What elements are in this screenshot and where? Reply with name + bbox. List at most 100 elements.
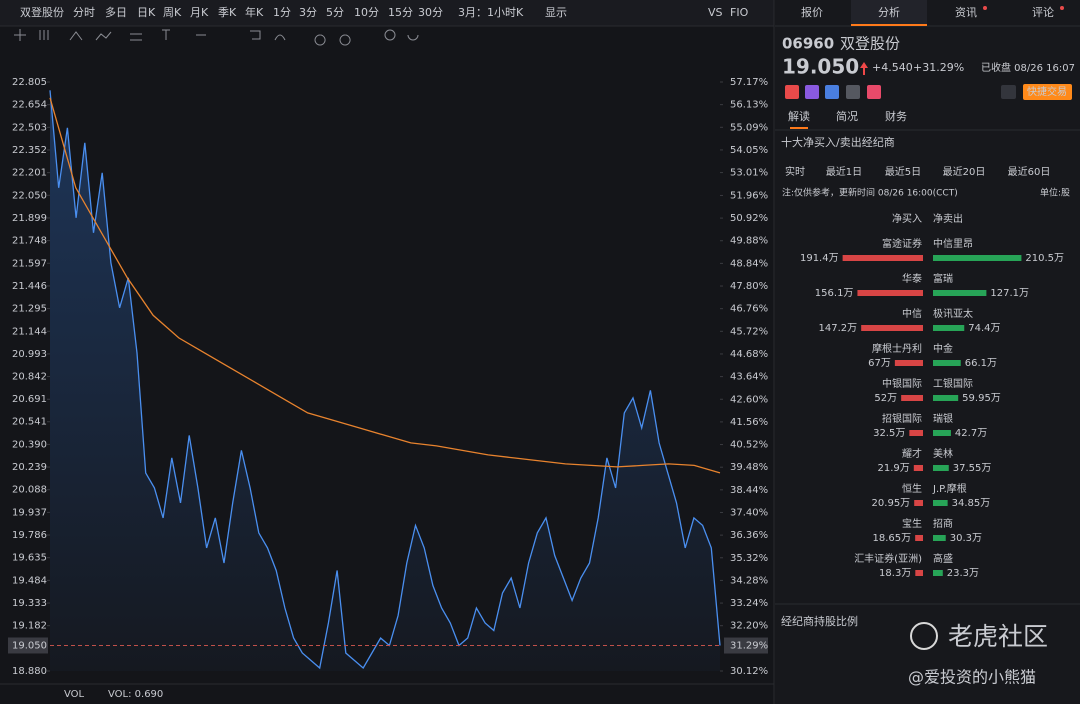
fio-button[interactable]: FIO — [730, 6, 749, 19]
drawing-tools[interactable] — [14, 29, 419, 46]
period-filter[interactable]: 最近20日 — [943, 165, 986, 178]
period-tab[interactable]: 日K — [137, 6, 156, 19]
icon[interactable] — [867, 85, 881, 99]
buyer-name[interactable]: 招银国际 — [882, 412, 922, 425]
y2-tick-label: 37.40% — [730, 507, 768, 518]
y2-tick-label: 42.60% — [730, 394, 768, 405]
period-tab[interactable]: 多日 — [105, 5, 127, 19]
stock-name[interactable]: 双登股份 — [20, 5, 64, 19]
y-tick-label: 19.635 — [12, 553, 47, 564]
icon[interactable] — [846, 85, 860, 99]
volume-label[interactable]: VOL — [64, 689, 85, 700]
period-tab[interactable]: 10分 — [354, 6, 379, 19]
period-filter[interactable]: 最近60日 — [1008, 165, 1051, 178]
buy-value: 52万 — [874, 393, 897, 404]
vs-button[interactable]: VS — [708, 6, 723, 19]
icon[interactable] — [825, 85, 839, 99]
display-menu[interactable]: 显示 — [545, 6, 567, 19]
period-tab[interactable]: 5分 — [326, 6, 344, 19]
subtab[interactable]: 简况 — [836, 109, 858, 123]
period-tab[interactable]: 季K — [218, 6, 237, 19]
y-tick-label: 22.503 — [12, 122, 47, 133]
buyer-name[interactable]: 中银国际 — [882, 377, 922, 390]
period-tab[interactable]: 年K — [245, 5, 264, 19]
price-tag — [8, 637, 48, 654]
buyer-name[interactable]: 宝生 — [902, 517, 922, 530]
side-panel — [775, 0, 1080, 704]
y2-tick-label: 48.84% — [730, 258, 768, 269]
buyer-name[interactable]: 恒生 — [902, 482, 922, 495]
buy-value: 21.9万 — [878, 463, 910, 474]
period-tab[interactable]: 15分 — [388, 6, 413, 19]
buy-value: 156.1万 — [815, 288, 854, 299]
watermark-author: @爱投资的小熊猫 — [908, 668, 1036, 687]
y-tick-label: 20.691 — [12, 394, 47, 405]
up-arrow — [860, 62, 868, 75]
y2-tick-label: 36.36% — [730, 530, 768, 541]
seller-name[interactable]: 中信里昂 — [933, 237, 973, 250]
seller-name[interactable]: 工银国际 — [933, 377, 973, 390]
y2-tick-label: 53.01% — [730, 168, 768, 179]
seller-name[interactable]: 招商 — [933, 517, 953, 530]
y-tick-label: 19.333 — [12, 598, 47, 609]
buy-value: 191.4万 — [800, 253, 839, 264]
seller-name[interactable]: 高盛 — [933, 552, 953, 565]
icon[interactable] — [805, 85, 819, 99]
sell-bar — [933, 570, 943, 576]
sell-value: 59.95万 — [962, 393, 1001, 404]
holding-title[interactable]: 经纪商持股比例 — [781, 614, 858, 628]
trade-button[interactable] — [1023, 84, 1072, 100]
period-tab[interactable]: 30分 — [418, 6, 443, 19]
change-pct: +31.29% — [913, 61, 964, 74]
subtab[interactable]: 财务 — [885, 109, 907, 123]
buyer-name[interactable]: 华泰 — [902, 272, 922, 285]
seller-name[interactable]: 极讯亚太 — [933, 307, 973, 320]
tab[interactable]: 评论 — [1032, 5, 1054, 19]
buy-bar — [915, 570, 923, 576]
y2-tick-label: 46.76% — [730, 304, 768, 315]
period-tab[interactable]: 1分 — [273, 6, 291, 19]
sell-bar — [933, 255, 1022, 261]
seller-name[interactable]: 美林 — [933, 447, 953, 460]
seller-name[interactable]: 瑞银 — [933, 412, 953, 425]
tab[interactable]: 资讯 — [955, 6, 977, 19]
subtab[interactable]: 解读 — [788, 109, 810, 123]
icon[interactable] — [785, 85, 799, 99]
buy-value: 147.2万 — [819, 323, 858, 334]
y2-tick-label: 51.96% — [730, 190, 768, 201]
price: 19.050 — [782, 55, 859, 79]
sell-value: 42.7万 — [955, 428, 987, 439]
buy-value: 20.95万 — [872, 498, 911, 509]
price-line — [49, 90, 721, 670]
buy-bar — [915, 535, 923, 541]
y2-tick-label: 50.92% — [730, 213, 768, 224]
buyer-name[interactable]: 耀才 — [902, 447, 922, 460]
sell-bar — [933, 360, 961, 366]
buyer-name[interactable]: 摩根士丹利 — [872, 342, 922, 355]
tab[interactable]: 分析 — [878, 5, 900, 19]
period-filter[interactable]: 最近1日 — [826, 165, 862, 178]
y-tick-label: 20.541 — [12, 417, 47, 428]
period-filter[interactable]: 最近5日 — [885, 165, 921, 178]
period-tab[interactable]: 月K — [190, 6, 209, 19]
y2-tick-label: 54.05% — [730, 145, 768, 156]
tab[interactable]: 报价 — [801, 5, 823, 19]
period-tab[interactable]: 3分 — [299, 6, 317, 19]
unit: 单位:股 — [1040, 187, 1070, 199]
y2-tick-label: 44.68% — [730, 349, 768, 360]
range-selector[interactable]: 3月：1小时K — [458, 6, 524, 19]
buy-value: 18.65万 — [873, 533, 912, 544]
seller-name[interactable]: 富瑞 — [933, 272, 953, 285]
seller-name[interactable]: 中金 — [933, 342, 953, 355]
alert-button[interactable] — [1001, 85, 1016, 99]
header: 净卖出 — [933, 212, 963, 225]
seller-name[interactable]: J.P.摩根 — [932, 482, 967, 495]
period-filter[interactable]: 实时 — [785, 165, 805, 178]
buyer-name[interactable]: 中信 — [902, 307, 922, 320]
section-title: 十大净买入/卖出经纪商 — [781, 135, 895, 149]
buyer-name[interactable]: 富途证券 — [882, 237, 922, 250]
period-tab[interactable]: 分时 — [73, 6, 95, 19]
buyer-name[interactable]: 汇丰证券(亚洲) — [854, 552, 922, 565]
period-tab[interactable]: 周K — [163, 6, 182, 19]
